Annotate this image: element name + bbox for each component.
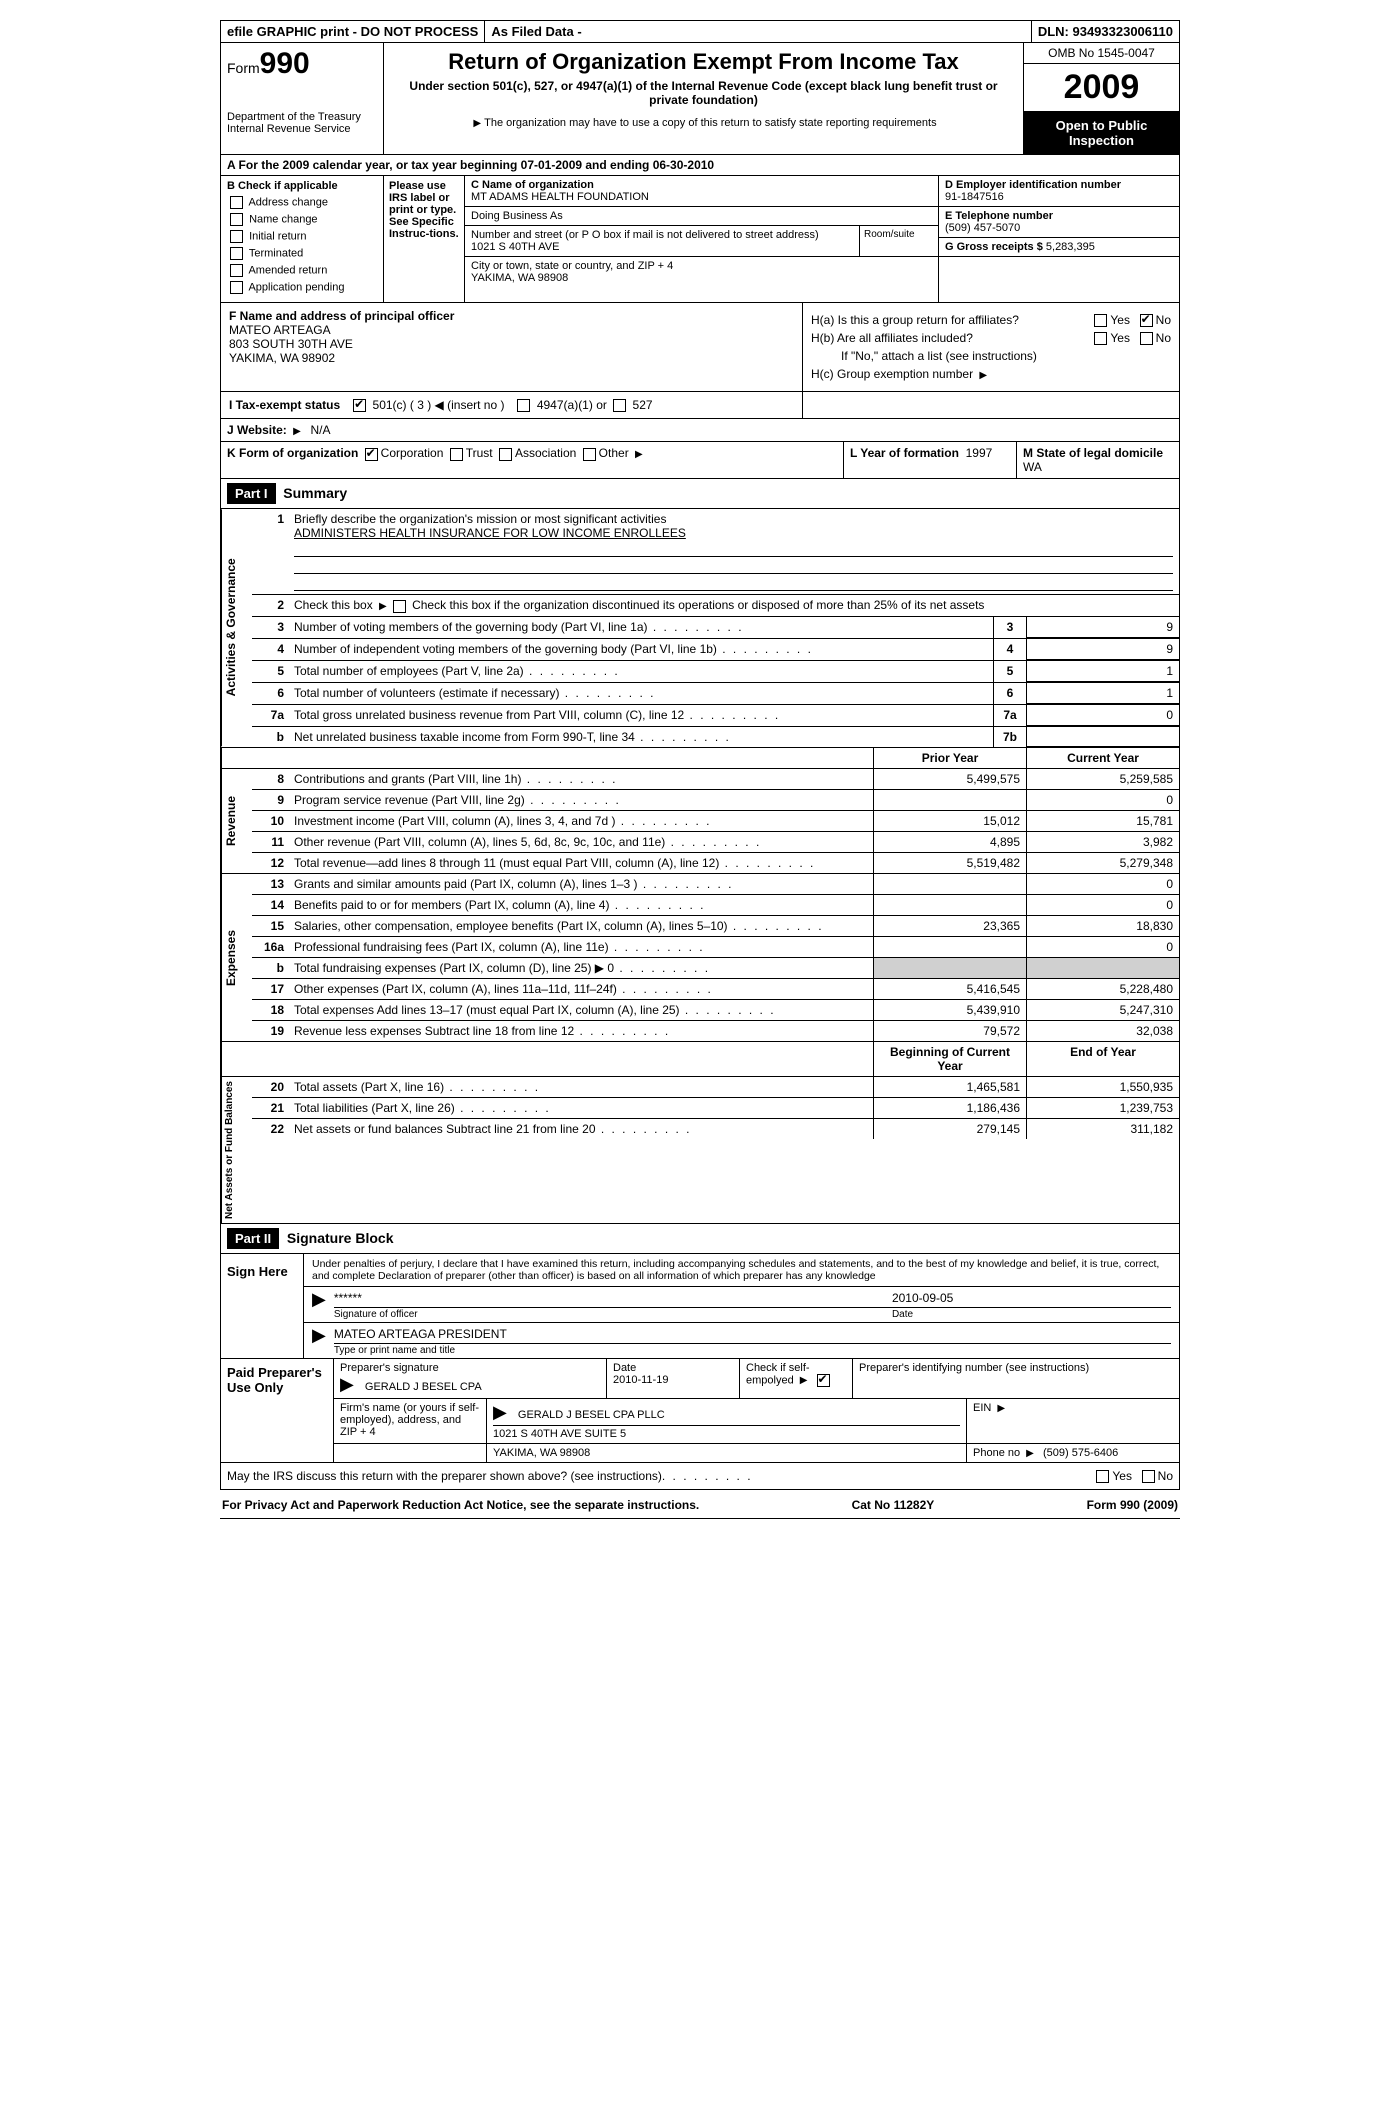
org-name: MT ADAMS HEALTH FOUNDATION (471, 191, 932, 203)
cat-no: Cat No 11282Y (852, 1498, 935, 1512)
table-row: 9Program service revenue (Part VIII, lin… (252, 790, 1179, 811)
self-employed-checkbox[interactable] (817, 1374, 830, 1387)
eoy-header: End of Year (1026, 1042, 1179, 1076)
terminated-checkbox[interactable] (230, 247, 243, 260)
summary-row: 6Total number of volunteers (estimate if… (252, 683, 1179, 705)
preparer-date: 2010-11-19 (613, 1374, 733, 1386)
form-number-box: Form990 Department of the Treasury Inter… (221, 43, 384, 154)
asfiled-label: As Filed Data - (484, 21, 587, 42)
signature-date: 2010-09-05 (892, 1289, 1171, 1307)
section-m: M State of legal domicileWA (1017, 442, 1179, 478)
signature-arrow-icon: ▶ (312, 1289, 326, 1320)
irs-label-box: Please use IRS label or print or type. S… (384, 176, 465, 302)
signature-arrow-icon: ▶ (312, 1325, 326, 1356)
discuss-row: May the IRS discuss this return with the… (220, 1463, 1180, 1490)
table-row: 11Other revenue (Part VIII, column (A), … (252, 832, 1179, 853)
table-row: 21Total liabilities (Part X, line 26)1,1… (252, 1098, 1179, 1119)
paid-preparer-label: Paid Preparer's Use Only (221, 1359, 334, 1462)
ha-yes-checkbox[interactable] (1094, 314, 1107, 327)
mission-text: ADMINISTERS HEALTH INSURANCE FOR LOW INC… (294, 526, 686, 540)
table-row: 16aProfessional fundraising fees (Part I… (252, 937, 1179, 958)
application-pending-checkbox[interactable] (230, 281, 243, 294)
discuss-yes-checkbox[interactable] (1096, 1470, 1109, 1483)
section-l: L Year of formation 1997 (844, 442, 1017, 478)
tax-year-line: A For the 2009 calendar year, or tax yea… (220, 155, 1180, 176)
501c-checkbox[interactable] (353, 399, 366, 412)
527-checkbox[interactable] (613, 399, 626, 412)
activities-governance-label: Activities & Governance (221, 509, 252, 746)
table-row: 18Total expenses Add lines 13–17 (must e… (252, 1000, 1179, 1021)
table-row: bTotal fundraising expenses (Part IX, co… (252, 958, 1179, 979)
expenses-label: Expenses (221, 874, 252, 1041)
section-b: B Check if applicable Address change Nam… (221, 176, 384, 302)
part1-header: Part I (227, 483, 276, 504)
revenue-label: Revenue (221, 769, 252, 873)
section-j: J Website: N/A (220, 419, 1180, 442)
ein-value: 91-1847516 (945, 191, 1173, 203)
firm-name: GERALD J BESEL CPA PLLC (518, 1409, 665, 1421)
prior-year-header: Prior Year (873, 748, 1026, 768)
table-row: 22Net assets or fund balances Subtract l… (252, 1119, 1179, 1139)
officer-name: MATEO ARTEAGA PRESIDENT (334, 1325, 1171, 1343)
summary-row: 5Total number of employees (Part V, line… (252, 661, 1179, 683)
table-row: 13Grants and similar amounts paid (Part … (252, 874, 1179, 895)
table-row: 20Total assets (Part X, line 16)1,465,58… (252, 1077, 1179, 1098)
efile-topbar: efile GRAPHIC print - DO NOT PROCESS As … (220, 20, 1180, 43)
summary-row: bNet unrelated business taxable income f… (252, 727, 1179, 747)
section-f: F Name and address of principal officer … (221, 303, 803, 391)
4947-checkbox[interactable] (517, 399, 530, 412)
org-street: 1021 S 40TH AVE (471, 241, 853, 253)
table-row: 8Contributions and grants (Part VIII, li… (252, 769, 1179, 790)
table-row: 14Benefits paid to or for members (Part … (252, 895, 1179, 916)
sign-here-label: Sign Here (221, 1254, 304, 1358)
section-h: H(a) Is this a group return for affiliat… (803, 303, 1179, 391)
form-footer: Form 990 (2009) (1087, 1498, 1178, 1512)
corporation-checkbox[interactable] (365, 448, 378, 461)
efile-label: efile GRAPHIC print - DO NOT PROCESS (221, 21, 484, 42)
gross-receipts: 5,283,395 (1046, 241, 1095, 253)
table-row: 19Revenue less expenses Subtract line 18… (252, 1021, 1179, 1041)
table-row: 15Salaries, other compensation, employee… (252, 916, 1179, 937)
form-title-box: Return of Organization Exempt From Incom… (384, 43, 1024, 154)
section-k: K Form of organization Corporation Trust… (221, 442, 844, 478)
perjury-text: Under penalties of perjury, I declare th… (304, 1254, 1179, 1287)
amended-return-checkbox[interactable] (230, 264, 243, 277)
summary-row: 7aTotal gross unrelated business revenue… (252, 705, 1179, 727)
trust-checkbox[interactable] (450, 448, 463, 461)
hb-no-checkbox[interactable] (1140, 332, 1153, 345)
name-change-checkbox[interactable] (230, 213, 243, 226)
ha-no-checkbox[interactable] (1140, 314, 1153, 327)
year-box: OMB No 1545-0047 2009 Open to Public Ins… (1024, 43, 1179, 154)
initial-return-checkbox[interactable] (230, 230, 243, 243)
address-change-checkbox[interactable] (230, 196, 243, 209)
table-row: 12Total revenue—add lines 8 through 11 (… (252, 853, 1179, 873)
section-i: I Tax-exempt status 501(c) ( 3 ) ◀ (inse… (221, 392, 803, 418)
dln-cell: DLN: 93493323006110 (1031, 21, 1179, 42)
preparer-name: GERALD J BESEL CPA (365, 1381, 482, 1393)
table-row: 10Investment income (Part VIII, column (… (252, 811, 1179, 832)
discontinued-checkbox[interactable] (393, 600, 406, 613)
hb-yes-checkbox[interactable] (1094, 332, 1107, 345)
current-year-header: Current Year (1026, 748, 1179, 768)
table-row: 17Other expenses (Part IX, column (A), l… (252, 979, 1179, 1000)
summary-row: 3Number of voting members of the governi… (252, 617, 1179, 639)
section-c: C Name of organization MT ADAMS HEALTH F… (465, 176, 939, 302)
telephone-value: (509) 457-5070 (945, 222, 1173, 234)
association-checkbox[interactable] (499, 448, 512, 461)
section-d: D Employer identification number 91-1847… (939, 176, 1179, 302)
netassets-label: Net Assets or Fund Balances (221, 1077, 252, 1223)
discuss-no-checkbox[interactable] (1142, 1470, 1155, 1483)
boy-header: Beginning of Current Year (873, 1042, 1026, 1076)
form-title: Return of Organization Exempt From Incom… (392, 49, 1015, 75)
other-checkbox[interactable] (583, 448, 596, 461)
preparer-phone: (509) 575-6406 (1043, 1447, 1118, 1459)
part2-header: Part II (227, 1228, 279, 1249)
org-city: YAKIMA, WA 98908 (471, 272, 932, 284)
summary-row: 4Number of independent voting members of… (252, 639, 1179, 661)
privacy-notice: For Privacy Act and Paperwork Reduction … (222, 1498, 699, 1512)
